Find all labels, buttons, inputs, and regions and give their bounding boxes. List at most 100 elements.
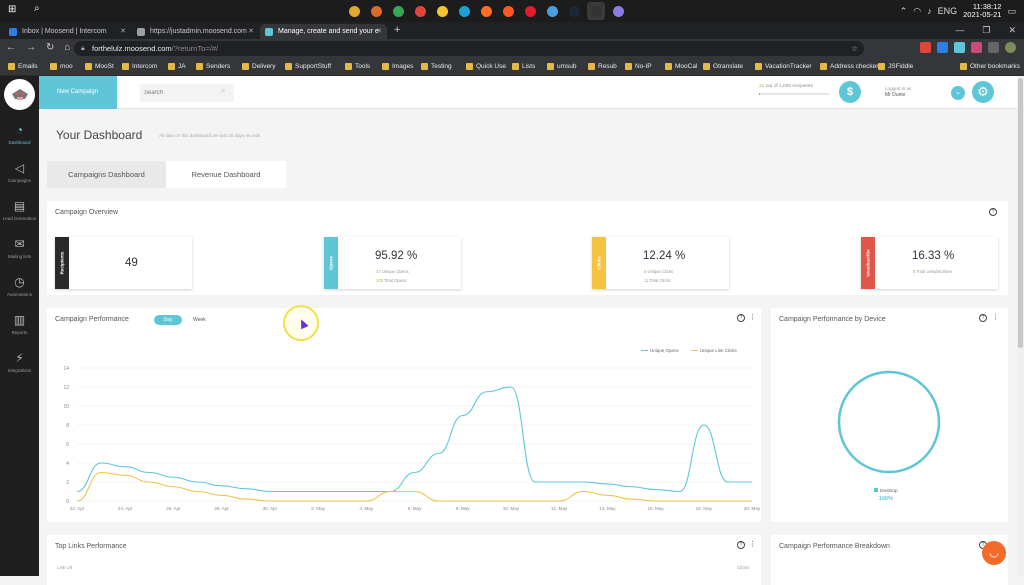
chrome-icon[interactable] (389, 2, 407, 20)
close-window-icon[interactable]: ✕ (1008, 25, 1016, 35)
app-icon[interactable] (609, 2, 627, 20)
tab-revenue-dashboard[interactable]: Revenue Dashboard (166, 161, 286, 188)
search-input[interactable] (140, 84, 234, 102)
clock[interactable]: 11:38:12 2021-05-21 (963, 3, 1001, 19)
wifi-icon[interactable]: ◠ (913, 5, 922, 16)
bookmark-item[interactable]: Senders (196, 58, 230, 76)
edge-icon[interactable] (455, 2, 473, 20)
nav-item-mailing-lists[interactable]: ✉ Mailing lists (0, 234, 39, 270)
more-options-icon[interactable]: ⋮ (749, 314, 756, 321)
maximize-icon[interactable]: ❐ (982, 25, 991, 35)
bookmark-item[interactable]: Images (382, 58, 413, 76)
language-indicator[interactable]: ENG (937, 6, 958, 16)
firefox-icon[interactable] (477, 2, 495, 20)
more-options-icon[interactable]: ⋮ (992, 314, 999, 321)
bookmark-item[interactable]: MooSt (85, 58, 114, 76)
home-icon[interactable]: ⌂ (64, 42, 71, 53)
notifications-icon[interactable]: ▭ (1007, 5, 1016, 16)
bookmark-item[interactable]: Gtranslate (703, 58, 743, 76)
minimize-icon[interactable]: — (955, 25, 965, 35)
lock-icon[interactable]: 🔒︎ (81, 45, 85, 52)
bookmark-item[interactable]: Resub (588, 58, 617, 76)
close-tab-icon[interactable]: ✕ (120, 28, 126, 35)
tab-campaigns-dashboard[interactable]: Campaigns Dashboard (47, 161, 166, 188)
bookmark-item[interactable]: Address checker (820, 58, 878, 76)
bookmark-item[interactable]: Quick Use (466, 58, 506, 76)
week-toggle-button[interactable]: Week (193, 317, 206, 323)
donut-slice-desktop[interactable] (837, 370, 941, 474)
nav-item-dashboard[interactable]: ◔ Dashboard (0, 120, 39, 156)
tool-icon[interactable] (543, 2, 561, 20)
pencil-icon[interactable] (367, 2, 385, 20)
bookmark-item[interactable]: moo (50, 58, 73, 76)
account-chevron-down-icon[interactable]: ⌄ (951, 86, 965, 100)
chat-launcher-button[interactable]: ◡ (982, 541, 1006, 565)
bookmark-item[interactable]: Testing (421, 58, 452, 76)
bookmark-item[interactable]: Tools (345, 58, 370, 76)
app-icon[interactable] (499, 2, 517, 20)
extension-icon[interactable] (954, 42, 965, 53)
help-icon[interactable]: ? (737, 314, 745, 322)
bookmark-item[interactable]: Intercom (122, 58, 157, 76)
back-icon[interactable]: ← (6, 42, 16, 53)
files-icon[interactable] (345, 2, 363, 20)
reload-icon[interactable]: ↻ (46, 42, 55, 53)
nav-item-reports[interactable]: ▥ Reports (0, 310, 39, 346)
bookmark-item[interactable]: MooCal (665, 58, 697, 76)
nav-item-automations[interactable]: ◷ Automations (0, 272, 39, 308)
help-icon[interactable]: ? (989, 208, 997, 216)
nav-item-lead-generation[interactable]: ▤ Lead Generation (0, 196, 39, 232)
chevron-up-icon[interactable]: ⌃ (899, 5, 908, 16)
bookmark-star-icon[interactable]: ☆ (851, 44, 858, 53)
nav-item-campaigns[interactable]: ◁ Campaigns (0, 158, 39, 194)
extension-icon[interactable] (920, 42, 931, 53)
volume-icon[interactable]: ♪ (927, 6, 932, 16)
browser-toolbar: ← → ↻ ⌂ 🔒︎ forthelulz.moosend.com/?retur… (0, 39, 1024, 58)
browser-tab-active[interactable]: Manage, create and send your e ✕ (260, 24, 387, 39)
new-campaign-button[interactable]: New Campaign (39, 76, 117, 109)
bookmark-item[interactable]: Delivery (242, 58, 275, 76)
settings-gear-icon[interactable]: ⚙ (972, 81, 994, 103)
page-scrollbar[interactable] (1017, 76, 1024, 576)
search-icon[interactable]: ⌕ (34, 3, 40, 14)
browser-tab[interactable]: Inbox | Moosend | Intercom ✕ (4, 24, 131, 39)
bookmark-item[interactable]: Other bookmarks (960, 58, 1020, 76)
browser-tab[interactable]: https://justadmin.moosend.com ✕ (132, 24, 259, 39)
bookmark-item[interactable]: SupportStuff (285, 58, 331, 76)
profile-avatar[interactable] (1005, 42, 1016, 53)
new-tab-button[interactable]: + (394, 24, 401, 36)
steam-icon[interactable] (565, 2, 583, 20)
obs-icon[interactable] (587, 2, 605, 20)
opera-icon[interactable] (521, 2, 539, 20)
page-favicon-icon (137, 28, 145, 36)
search-icon[interactable]: ⌕ (221, 86, 226, 95)
more-options-icon[interactable]: ⋮ (749, 541, 756, 548)
legend-item[interactable]: Unique Link Clicks (690, 348, 737, 353)
billing-dollar-icon[interactable]: $ (839, 81, 861, 103)
bookmark-item[interactable]: Lists (512, 58, 535, 76)
help-icon[interactable]: ? (979, 314, 987, 322)
dashboard-content: Your Dashboard All data on this dashboar… (39, 109, 1017, 585)
scrollbar-thumb[interactable] (1018, 78, 1023, 348)
bookmark-item[interactable]: Emails (8, 58, 38, 76)
help-icon[interactable]: ? (737, 541, 745, 549)
day-toggle-button[interactable]: Day (154, 315, 182, 325)
moosend-logo[interactable] (4, 79, 35, 110)
close-tab-icon[interactable]: ✕ (376, 28, 382, 35)
notes-icon[interactable] (433, 2, 451, 20)
address-bar[interactable]: 🔒︎ forthelulz.moosend.com/?returnTo=/#/ … (74, 41, 864, 56)
bookmark-item[interactable]: JSFiddle (878, 58, 913, 76)
legend-item[interactable]: Unique Opens (641, 348, 679, 353)
bookmark-item[interactable]: VacationTracker (755, 58, 812, 76)
chrome-icon[interactable] (411, 2, 429, 20)
bookmark-item[interactable]: umsub (547, 58, 577, 76)
bookmark-item[interactable]: JA (168, 58, 186, 76)
extension-icon[interactable] (971, 42, 982, 53)
extension-icon[interactable] (937, 42, 948, 53)
windows-start-icon[interactable]: ⊞ (8, 4, 17, 15)
bookmark-item[interactable]: No-IP (625, 58, 652, 76)
extensions-puzzle-icon[interactable] (988, 42, 999, 53)
forward-icon[interactable]: → (26, 42, 36, 53)
close-tab-icon[interactable]: ✕ (248, 28, 254, 35)
nav-item-integrations[interactable]: ⚡ Integrations (0, 348, 39, 384)
